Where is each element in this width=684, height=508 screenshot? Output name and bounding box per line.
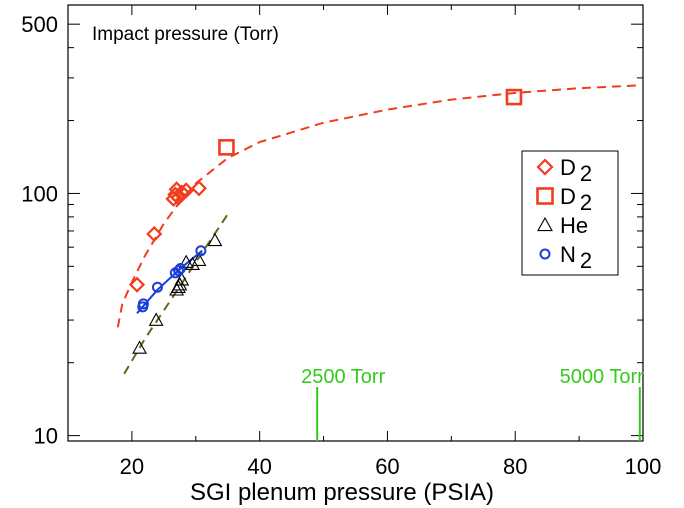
- y-tick-label: 100: [21, 181, 58, 206]
- legend-label-name: N: [560, 242, 576, 267]
- pressure-markers: 2500 Torr 5000 Torr: [301, 366, 644, 441]
- legend-label-name: He: [560, 213, 588, 238]
- data-point-triangle: [191, 252, 207, 266]
- legend-symbol-diamond: [536, 158, 554, 176]
- legend-label-name: D: [560, 155, 576, 180]
- legend-symbol-triangle: [537, 216, 553, 232]
- legend-symbol-square: [536, 187, 554, 205]
- y-tick-labels: 10 100 500: [21, 12, 58, 448]
- data-point-diamond: [190, 180, 208, 197]
- legend-label-subscript: 2: [580, 161, 592, 186]
- axis-ticks: [67, 4, 644, 441]
- data-point-diamond: [128, 276, 146, 293]
- legend-box: [521, 150, 619, 276]
- data-point-circle: [195, 245, 207, 257]
- data-point-diamond: [170, 189, 187, 206]
- data-point-diamond: [178, 182, 195, 199]
- fit-curve-1: [123, 213, 229, 375]
- data-point-triangle: [174, 272, 190, 286]
- data-point-triangle: [132, 340, 147, 354]
- data-point-diamond: [173, 184, 190, 201]
- data-point-square: [505, 88, 523, 106]
- pressure-marker-label: 2500 Torr: [301, 366, 385, 388]
- data-point-circle: [151, 281, 163, 293]
- data-points: [128, 88, 523, 354]
- data-point-circle: [174, 262, 186, 274]
- legend-label-subscript: 2: [580, 248, 592, 273]
- y-tick-label: 10: [34, 424, 58, 449]
- x-tick-label: 100: [625, 454, 662, 479]
- legend-label-name: D: [560, 184, 576, 209]
- pressure-marker-label: 5000 Torr: [560, 366, 644, 388]
- data-point-square: [218, 139, 235, 156]
- x-tick-label: 20: [120, 454, 144, 479]
- inset-title: Impact pressure (Torr): [92, 24, 279, 45]
- plot-area-frame: [67, 4, 644, 442]
- fit-curve-0: [116, 84, 644, 328]
- data-point-diamond: [165, 190, 182, 207]
- data-point-circle: [173, 265, 185, 277]
- data-point-triangle: [172, 277, 188, 291]
- legend-label: He: [560, 213, 588, 238]
- x-tick-label: 80: [503, 454, 527, 479]
- x-tick-labels: 20 40 60 80 100: [120, 454, 662, 479]
- y-tick-label: 500: [21, 12, 58, 37]
- data-point-triangle: [178, 254, 194, 268]
- data-point-triangle: [148, 312, 164, 326]
- x-axis-title: SGI plenum pressure (PSIA): [190, 479, 494, 506]
- x-tick-label: 40: [247, 454, 271, 479]
- data-point-circle: [137, 298, 149, 310]
- x-tick-label: 60: [375, 454, 399, 479]
- legend-label-subscript: 2: [580, 190, 592, 215]
- data-point-triangle: [207, 232, 223, 247]
- legend-symbol-circle: [539, 248, 551, 260]
- data-point-diamond: [146, 225, 163, 243]
- data-point-triangle: [185, 256, 201, 271]
